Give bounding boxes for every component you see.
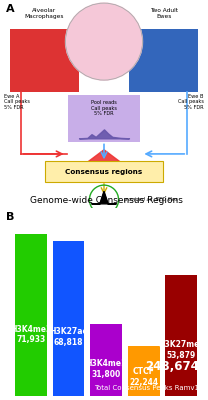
Bar — [128, 346, 160, 396]
Text: Consensus regions: Consensus regions — [65, 169, 143, 174]
Text: Pool reads
Call peaks
5% FDR: Pool reads Call peaks 5% FDR — [91, 100, 117, 116]
FancyBboxPatch shape — [10, 29, 79, 92]
FancyBboxPatch shape — [129, 29, 198, 92]
Text: Alveolar
Macrophages: Alveolar Macrophages — [24, 8, 63, 19]
Text: provided as .BED files: provided as .BED files — [123, 197, 177, 202]
Bar — [52, 241, 84, 396]
Text: Ewe B
Call peaks
5% FDR: Ewe B Call peaks 5% FDR — [178, 94, 204, 110]
Text: H3K4me1
31,800: H3K4me1 31,800 — [85, 359, 127, 378]
Text: 248,674: 248,674 — [145, 360, 199, 373]
Text: H3K27me3
53,879: H3K27me3 53,879 — [158, 340, 205, 360]
Text: Ewe A
Call peaks
5% FDR: Ewe A Call peaks 5% FDR — [4, 94, 30, 110]
Bar — [15, 234, 47, 396]
Text: Two Adult
Ewes: Two Adult Ewes — [150, 8, 178, 19]
Text: B: B — [6, 212, 15, 222]
Text: Total Consensus Peaks Ramv1: Total Consensus Peaks Ramv1 — [94, 385, 199, 390]
FancyBboxPatch shape — [45, 161, 163, 182]
Text: CTCF
22,244: CTCF 22,244 — [129, 367, 158, 387]
FancyBboxPatch shape — [68, 95, 140, 142]
Polygon shape — [92, 191, 116, 204]
Polygon shape — [87, 150, 121, 162]
Text: A: A — [6, 4, 15, 14]
Text: H3K27ac
68,818: H3K27ac 68,818 — [50, 328, 88, 347]
Bar — [165, 275, 197, 396]
Bar — [90, 324, 122, 396]
Text: Genome-wide Consensus Regions: Genome-wide Consensus Regions — [30, 196, 182, 205]
Circle shape — [66, 3, 142, 80]
Text: H3K4me3
71,933: H3K4me3 71,933 — [10, 325, 52, 344]
